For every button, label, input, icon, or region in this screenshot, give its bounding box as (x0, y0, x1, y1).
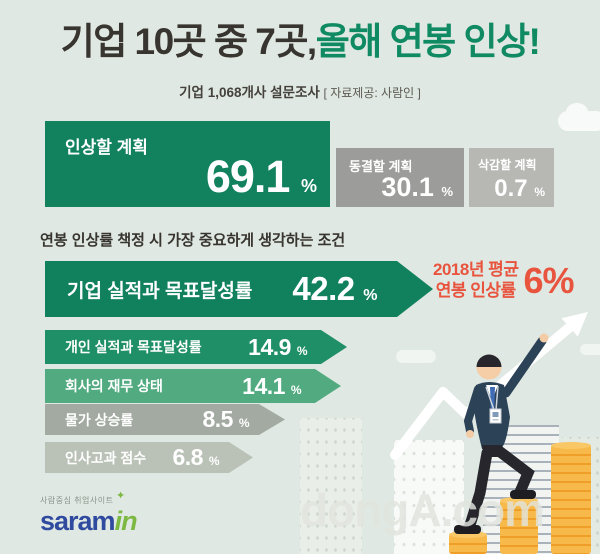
saramin-logo: 사람중심 취업사이트 saramin ✦ (40, 491, 138, 536)
average-raise-value: 6% (523, 260, 574, 301)
factor-bar-inflation: 물가 상승률 8.5 % (45, 404, 285, 435)
survey-info: 기업 1,068개사 설문조사 (179, 85, 324, 100)
factors-heading: 연봉 인상률 책정 시 가장 중요하게 생각하는 조건 (40, 232, 346, 249)
plan-value: 0.7 % (494, 175, 545, 202)
cloud-icon (396, 350, 436, 363)
page-subtitle: 기업 1,068개사 설문조사 [ 자료제공: 사람인 ] (0, 81, 600, 101)
plan-label: 인상할 계획 (65, 138, 148, 157)
watermark: dongA.com (300, 484, 545, 536)
logo-tagline: 사람중심 취업사이트 (40, 496, 114, 505)
factor-bar-company-finance: 회사의 재무 상태 14.1 % (45, 369, 341, 403)
factor-bar-hr-score: 인사고과 점수 6.8 % (45, 442, 253, 473)
page-title-dark: 기업 10곳 중 7곳, (60, 21, 318, 62)
plan-value: 69.1 % (205, 151, 317, 202)
businessman-illustration (454, 333, 549, 534)
logo-text-saram: saram (40, 506, 116, 536)
coin-stack-illustration (500, 497, 538, 554)
plan-box-cut: 삭감할 계획 0.7 % (469, 148, 554, 207)
plan-value: 30.1 % (381, 172, 453, 202)
page-title-green: 올해 연봉 인상! (315, 21, 541, 62)
cloud-icon (558, 103, 600, 131)
plan-box-raise: 인상할 계획 69.1 % (45, 121, 330, 207)
coin-stack-illustration (551, 442, 591, 554)
average-raise-label: 2018년 평균 연봉 인상률 (433, 260, 519, 300)
plan-box-freeze: 동결할 계획 30.1 % (336, 148, 464, 207)
factor-bar-personal-performance: 개인 실적과 목표달성률 14.9 % (45, 330, 347, 364)
factor-bar-company-performance: 기업 실적과 목표달성률 42.2 % (45, 261, 433, 317)
cloud-icon (580, 344, 600, 355)
building-illustration (300, 418, 362, 554)
average-raise-annotation: 2018년 평균 연봉 인상률 6% (433, 260, 575, 302)
star-icon: ✦ (116, 490, 125, 502)
source-credit: [ 자료제공: 사람인 ] (323, 86, 421, 100)
logo-text-in: in (114, 506, 138, 536)
plan-label: 동결할 계획 (349, 159, 413, 174)
page-title: 기업 10곳 중 7곳,올해 연봉 인상! (0, 20, 600, 64)
plan-label: 삭감할 계획 (478, 158, 537, 172)
coin-stack-illustration (449, 531, 487, 554)
